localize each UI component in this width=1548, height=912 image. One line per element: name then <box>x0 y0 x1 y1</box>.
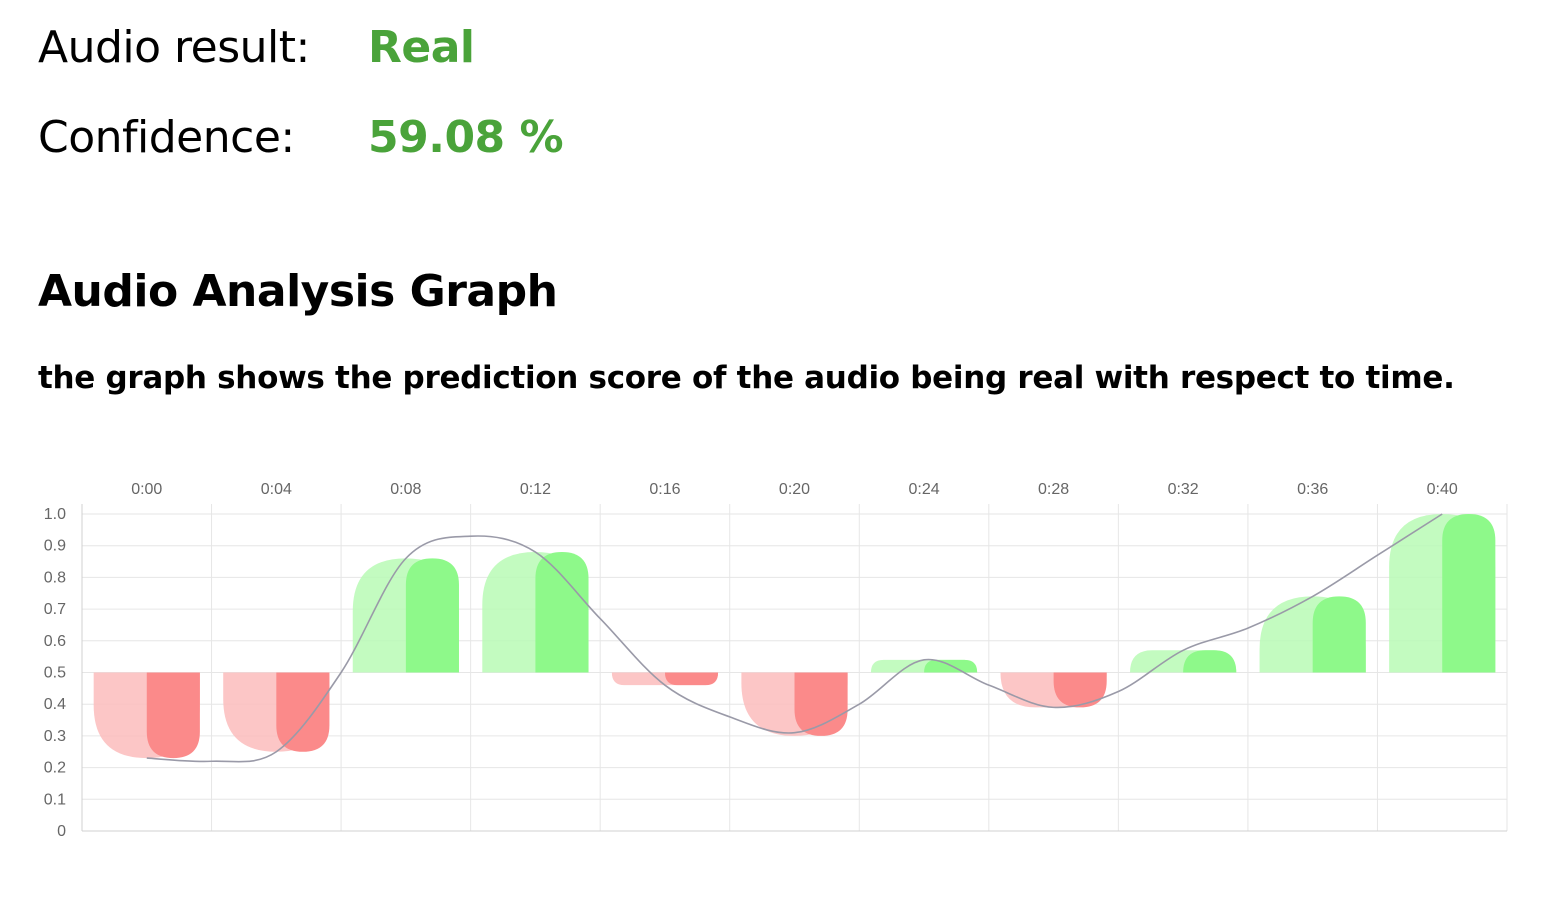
bar-real <box>1183 650 1237 673</box>
confidence-row: Confidence: 59.08 % <box>38 112 564 163</box>
x-tick-label: 0:04 <box>261 481 292 498</box>
prediction-curve <box>146 513 1443 763</box>
x-tick-label: 0:24 <box>908 481 939 498</box>
bar-real <box>535 552 589 673</box>
x-tick-label: 0:40 <box>1427 481 1458 498</box>
y-tick-label: 0.8 <box>44 569 66 586</box>
audio-result-row: Audio result: Real <box>38 22 475 73</box>
bar-real <box>1442 514 1496 673</box>
graph-description: the graph shows the prediction score of … <box>38 360 1455 396</box>
x-tick-label: 0:36 <box>1297 481 1328 498</box>
x-tick-label: 0:16 <box>649 481 680 498</box>
confidence-label: Confidence: <box>38 112 295 163</box>
bar-fake <box>664 672 719 686</box>
x-tick-label: 0:28 <box>1038 481 1069 498</box>
y-tick-label: 0 <box>57 823 66 840</box>
y-tick-label: 0.4 <box>44 696 66 713</box>
x-tick-label: 0:12 <box>520 481 551 498</box>
bar-real <box>1312 596 1366 673</box>
audio-result-label: Audio result: <box>38 22 310 73</box>
audio-result-value: Real <box>368 22 475 73</box>
y-tick-label: 0.1 <box>44 791 66 808</box>
bar-fake <box>146 672 200 759</box>
confidence-value: 59.08 % <box>368 112 564 163</box>
y-tick-label: 0.7 <box>44 601 66 618</box>
graph-title: Audio Analysis Graph <box>38 266 558 317</box>
x-tick-label: 0:08 <box>390 481 421 498</box>
x-tick-label: 0:20 <box>779 481 810 498</box>
audio-analysis-chart: 0 0.1 0.2 0.3 0.4 0.5 0.6 0.7 0.8 0.9 1.0 0:00 0:04 0… <box>44 481 1508 840</box>
y-tick-label: 0.9 <box>44 538 66 555</box>
bar-real <box>405 558 459 673</box>
y-tick-label: 0.5 <box>44 665 66 682</box>
x-tick-label: 0:00 <box>131 481 162 498</box>
y-tick-label: 0.3 <box>44 728 66 745</box>
y-tick-label: 0.2 <box>44 760 66 777</box>
y-tick-label: 1.0 <box>44 506 66 523</box>
bar-fake <box>1053 672 1107 708</box>
x-tick-label: 0:32 <box>1168 481 1199 498</box>
bar-fake <box>794 672 848 736</box>
y-tick-label: 0.6 <box>44 633 66 650</box>
bar-fake <box>276 672 330 752</box>
